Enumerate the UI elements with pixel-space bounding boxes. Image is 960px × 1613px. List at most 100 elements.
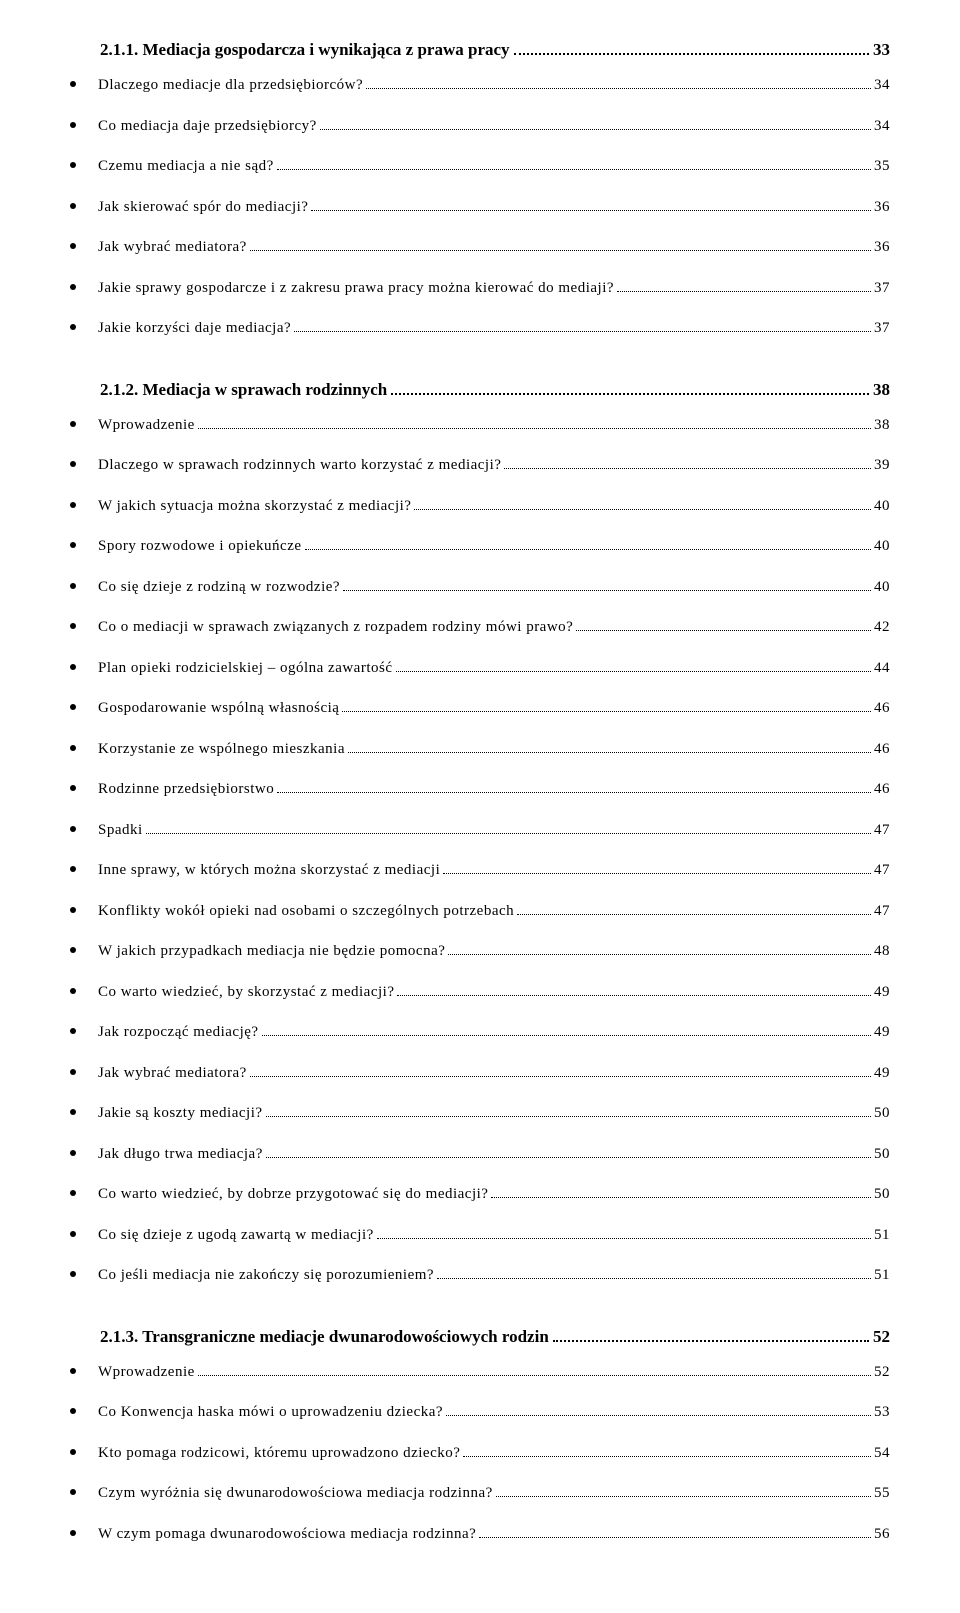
toc-item-page: 54 bbox=[874, 1442, 890, 1465]
toc-item-text: Co warto wiedzieć, by dobrze przygotować… bbox=[98, 1183, 488, 1206]
toc-item-page: 49 bbox=[874, 1021, 890, 1044]
toc-item-text: Wprowadzenie bbox=[98, 414, 195, 437]
toc-item-text: Co o mediacji w sprawach związanych z ro… bbox=[98, 616, 573, 639]
dots-leader bbox=[277, 169, 871, 170]
toc-item-page: 35 bbox=[874, 155, 890, 178]
toc-item-text: Dlaczego w sprawach rodzinnych warto kor… bbox=[98, 454, 501, 477]
toc-item: Rodzinne przedsiębiorstwo46 bbox=[70, 778, 890, 801]
toc-item-page: 49 bbox=[874, 1062, 890, 1085]
toc-item: W jakich przypadkach mediacja nie będzie… bbox=[70, 940, 890, 963]
bullet-icon bbox=[70, 664, 76, 670]
toc-item-page: 53 bbox=[874, 1401, 890, 1424]
toc-item: Jakie sprawy gospodarcze i z zakresu pra… bbox=[70, 277, 890, 300]
bullet-icon bbox=[70, 1449, 76, 1455]
dots-leader bbox=[348, 752, 871, 753]
toc-list-3: Wprowadzenie52 Co Konwencja haska mówi o … bbox=[70, 1361, 890, 1546]
bullet-icon bbox=[70, 81, 76, 87]
toc-item-text: Jakie są koszty mediacji? bbox=[98, 1102, 263, 1125]
toc-item-page: 42 bbox=[874, 616, 890, 639]
bullet-icon bbox=[70, 704, 76, 710]
toc-item-text: Jak wybrać mediatora? bbox=[98, 1062, 247, 1085]
toc-item-text: Co się dzieje z rodziną w rozwodzie? bbox=[98, 576, 340, 599]
toc-item-text: Co się dzieje z ugodą zawartą w mediacji… bbox=[98, 1224, 374, 1247]
toc-item-page: 40 bbox=[874, 535, 890, 558]
toc-item-page: 48 bbox=[874, 940, 890, 963]
toc-item: Co o mediacji w sprawach związanych z ro… bbox=[70, 616, 890, 639]
toc-item: Co Konwencja haska mówi o uprowadzeniu d… bbox=[70, 1401, 890, 1424]
toc-item-page: 36 bbox=[874, 196, 890, 219]
toc-item-page: 51 bbox=[874, 1264, 890, 1287]
toc-item: Jak rozpocząć mediację? 49 bbox=[70, 1021, 890, 1044]
dots-leader bbox=[397, 995, 871, 996]
toc-item: Wprowadzenie38 bbox=[70, 414, 890, 437]
dots-leader bbox=[504, 468, 871, 469]
dots-leader bbox=[305, 549, 871, 550]
toc-item-page: 37 bbox=[874, 277, 890, 300]
toc-item-text: W jakich sytuacja można skorzystać z med… bbox=[98, 495, 411, 518]
toc-item: Co warto wiedzieć, by dobrze przygotować… bbox=[70, 1183, 890, 1206]
toc-item-text: Spory rozwodowe i opiekuńcze bbox=[98, 535, 302, 558]
bullet-icon bbox=[70, 324, 76, 330]
toc-item: Jakie są koszty mediacji? 50 bbox=[70, 1102, 890, 1125]
toc-list-2: Wprowadzenie38 Dlaczego w sprawach rodzin… bbox=[70, 414, 890, 1287]
dots-leader bbox=[277, 792, 871, 793]
toc-item-text: Co warto wiedzieć, by skorzystać z media… bbox=[98, 981, 394, 1004]
dots-leader bbox=[463, 1456, 871, 1457]
section-heading-2: 2.1.2. Mediacja w sprawach rodzinnych 38 bbox=[100, 380, 890, 400]
dots-leader bbox=[443, 873, 871, 874]
toc-item-text: W czym pomaga dwunarodowościowa mediacja… bbox=[98, 1523, 476, 1546]
toc-item: Czemu mediacja a nie sąd?35 bbox=[70, 155, 890, 178]
toc-item-text: Co mediacja daje przedsiębiorcy? bbox=[98, 115, 317, 138]
dots-leader bbox=[146, 833, 871, 834]
toc-item-page: 50 bbox=[874, 1143, 890, 1166]
toc-item-page: 47 bbox=[874, 859, 890, 882]
dots-leader bbox=[262, 1035, 871, 1036]
toc-item-page: 36 bbox=[874, 236, 890, 259]
bullet-icon bbox=[70, 461, 76, 467]
toc-item-page: 50 bbox=[874, 1102, 890, 1125]
bullet-icon bbox=[70, 1489, 76, 1495]
toc-item-text: Jak wybrać mediatora? bbox=[98, 236, 247, 259]
toc-item-text: Kto pomaga rodzicowi, któremu uprowadzon… bbox=[98, 1442, 460, 1465]
toc-item: Jak skierować spór do mediacji? 36 bbox=[70, 196, 890, 219]
toc-item: Wprowadzenie52 bbox=[70, 1361, 890, 1384]
toc-item: Jakie korzyści daje mediacja?37 bbox=[70, 317, 890, 340]
dots-leader bbox=[266, 1116, 871, 1117]
bullet-icon bbox=[70, 421, 76, 427]
bullet-icon bbox=[70, 907, 76, 913]
bullet-icon bbox=[70, 1530, 76, 1536]
section-title-1: 2.1.1. Mediacja gospodarcza i wynikająca… bbox=[100, 40, 510, 60]
bullet-icon bbox=[70, 583, 76, 589]
toc-item: Co jeśli mediacja nie zakończy się poroz… bbox=[70, 1264, 890, 1287]
bullet-icon bbox=[70, 785, 76, 791]
dots-leader bbox=[479, 1537, 871, 1538]
bullet-icon bbox=[70, 947, 76, 953]
section-title-2: 2.1.2. Mediacja w sprawach rodzinnych bbox=[100, 380, 387, 400]
bullet-icon bbox=[70, 122, 76, 128]
toc-item-text: Jak rozpocząć mediację? bbox=[98, 1021, 259, 1044]
bullet-icon bbox=[70, 1231, 76, 1237]
toc-item-text: Jak skierować spór do mediacji? bbox=[98, 196, 308, 219]
toc-item-page: 46 bbox=[874, 697, 890, 720]
toc-item-text: Jakie sprawy gospodarcze i z zakresu pra… bbox=[98, 277, 614, 300]
toc-item: Co warto wiedzieć, by skorzystać z media… bbox=[70, 981, 890, 1004]
dots-leader bbox=[448, 954, 871, 955]
toc-item: Konflikty wokół opieki nad osobami o szc… bbox=[70, 900, 890, 923]
dots-leader bbox=[250, 250, 871, 251]
dots-leader bbox=[311, 210, 871, 211]
section-page-1: 33 bbox=[873, 40, 890, 60]
toc-item: Co się dzieje z ugodą zawartą w mediacji… bbox=[70, 1224, 890, 1247]
bullet-icon bbox=[70, 1109, 76, 1115]
toc-item-page: 46 bbox=[874, 778, 890, 801]
toc-item-page: 49 bbox=[874, 981, 890, 1004]
toc-item-page: 55 bbox=[874, 1482, 890, 1505]
toc-list-1: Dlaczego mediacje dla przedsiębiorców?34… bbox=[70, 74, 890, 340]
section-dots bbox=[514, 53, 869, 55]
dots-leader bbox=[250, 1076, 871, 1077]
dots-leader bbox=[396, 671, 872, 672]
toc-item: Dlaczego mediacje dla przedsiębiorców?34 bbox=[70, 74, 890, 97]
toc-item: Spadki47 bbox=[70, 819, 890, 842]
bullet-icon bbox=[70, 1069, 76, 1075]
dots-leader bbox=[366, 88, 871, 89]
dots-leader bbox=[414, 509, 871, 510]
